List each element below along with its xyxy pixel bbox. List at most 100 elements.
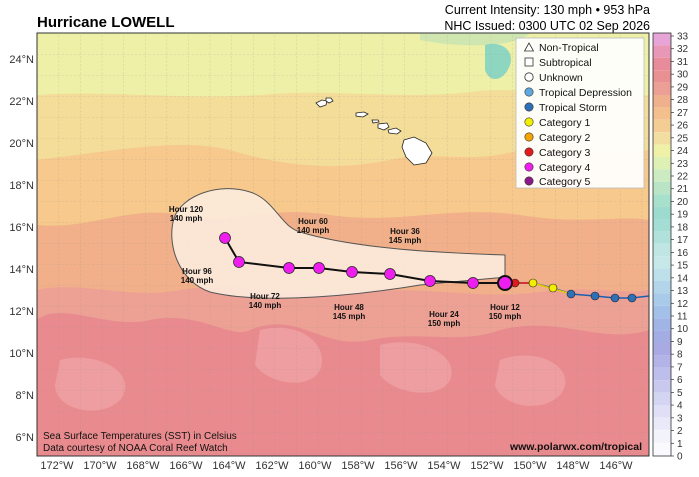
colorbar-tick-label: 14 bbox=[677, 273, 689, 284]
colorbar-tick-label: 1 bbox=[677, 439, 683, 450]
colorbar-tick-label: 15 bbox=[677, 261, 689, 272]
lat-label: 20°N bbox=[9, 138, 34, 150]
website-url: www.polarwx.com/tropical bbox=[509, 441, 642, 453]
colorbar-tick-label: 9 bbox=[677, 337, 683, 348]
map-title: Hurricane LOWELL bbox=[37, 14, 175, 31]
forecast-points bbox=[219, 232, 513, 291]
storm-info: Current Intensity: 130 mph • 953 hPa NHC… bbox=[444, 2, 650, 34]
label-speed: 140 mph bbox=[297, 226, 330, 235]
lat-label: 14°N bbox=[9, 264, 34, 276]
circle-icon bbox=[524, 72, 534, 82]
lon-label: 158°W bbox=[341, 460, 375, 472]
forecast-cone bbox=[171, 188, 506, 299]
colorbar-tick-label: 16 bbox=[677, 248, 689, 259]
track-point-ts bbox=[590, 291, 600, 301]
current-intensity: Current Intensity: 130 mph • 953 hPa bbox=[444, 3, 650, 17]
lon-label: 162°W bbox=[255, 460, 289, 472]
colorbar-tick-label: 6 bbox=[677, 375, 683, 386]
forecast-point-hour-72 bbox=[283, 262, 295, 274]
past-track-points bbox=[510, 278, 637, 303]
latitude-axis: 24°N 22°N 20°N 18°N 16°N 14°N 12°N 10°N … bbox=[9, 54, 34, 444]
label-hour: Hour 24 bbox=[429, 310, 459, 319]
lon-label: 160°W bbox=[298, 460, 332, 472]
label-speed: 150 mph bbox=[428, 319, 461, 328]
forecast-point-hour-12 bbox=[467, 277, 479, 289]
colorbar-tick-label: 7 bbox=[677, 362, 683, 373]
colorbar-tick-label: 21 bbox=[677, 184, 689, 195]
forecast-point-hour-48 bbox=[346, 266, 358, 278]
legend-label: Category 1 bbox=[539, 117, 591, 129]
colorbar-tick-label: 10 bbox=[677, 324, 689, 335]
circle-icon bbox=[524, 162, 534, 172]
colorbar-tick-label: 5 bbox=[677, 388, 683, 399]
hawaii-islands bbox=[315, 97, 433, 166]
colorbar-tick-label: 20 bbox=[677, 197, 689, 208]
lon-label: 148°W bbox=[556, 460, 590, 472]
lat-label: 10°N bbox=[9, 348, 34, 360]
colorbar-tick-label: 28 bbox=[677, 95, 689, 106]
colorbar-tick-label: 4 bbox=[677, 401, 683, 412]
forecast-labels: Hour 120 140 mph Hour 96 140 mph Hour 72… bbox=[169, 205, 521, 328]
lon-label: 156°W bbox=[384, 460, 418, 472]
forecast-point-hour-36 bbox=[384, 268, 396, 280]
lon-label: 172°W bbox=[40, 460, 74, 472]
track-point-ts bbox=[566, 289, 576, 299]
sst-colorbar: 3332313029282726252423222120191817161514… bbox=[652, 32, 689, 463]
label-hour: Hour 96 bbox=[182, 267, 212, 276]
legend: Non-Tropical Subtropical Unknown Tropica… bbox=[515, 37, 645, 189]
lat-label: 24°N bbox=[9, 54, 34, 66]
label-hour: Hour 12 bbox=[490, 303, 520, 312]
lon-label: 170°W bbox=[83, 460, 117, 472]
forecast-point-hour-60 bbox=[313, 262, 325, 274]
forecast-point-hour-96 bbox=[233, 256, 245, 268]
square-icon bbox=[524, 57, 534, 67]
data-credit-line2: Data courtesy of NOAA Coral Reef Watch bbox=[43, 443, 228, 454]
forecast-point-hour-24 bbox=[424, 275, 436, 287]
forecast-point-hour-120 bbox=[219, 232, 231, 244]
colorbar-tick-label: 19 bbox=[677, 210, 689, 221]
track-point-cat1 bbox=[548, 283, 558, 293]
data-credit-line1: Sea Surface Temperatures (SST) in Celsiu… bbox=[43, 431, 237, 442]
map-frame bbox=[36, 32, 650, 457]
lat-label: 6°N bbox=[16, 432, 35, 444]
lon-label: 146°W bbox=[599, 460, 633, 472]
track-point-ts bbox=[610, 293, 620, 303]
colorbar-tick-label: 18 bbox=[677, 222, 689, 233]
colorbar-tick-label: 17 bbox=[677, 235, 689, 246]
lat-label: 22°N bbox=[9, 96, 34, 108]
label-speed: 150 mph bbox=[489, 312, 522, 321]
colorbar-tick-label: 27 bbox=[677, 108, 689, 119]
label-hour: Hour 48 bbox=[334, 303, 364, 312]
legend-label: Category 2 bbox=[539, 132, 591, 144]
lat-label: 8°N bbox=[16, 390, 35, 402]
label-speed: 145 mph bbox=[333, 312, 366, 321]
label-hour: Hour 72 bbox=[250, 292, 280, 301]
circle-icon bbox=[524, 102, 534, 112]
label-hour: Hour 36 bbox=[390, 227, 420, 236]
label-speed: 145 mph bbox=[389, 236, 422, 245]
colorbar-tick-label: 22 bbox=[677, 172, 689, 183]
label-speed: 140 mph bbox=[249, 301, 282, 310]
lon-label: 164°W bbox=[212, 460, 246, 472]
colorbar-tick-label: 11 bbox=[677, 312, 688, 323]
colorbar-tick-label: 3 bbox=[677, 413, 683, 424]
legend-label: Non-Tropical bbox=[539, 42, 599, 54]
legend-label: Category 3 bbox=[539, 147, 591, 159]
legend-label: Tropical Storm bbox=[539, 102, 607, 114]
label-hour: Hour 120 bbox=[169, 205, 204, 214]
circle-icon bbox=[524, 176, 534, 186]
lon-label: 168°W bbox=[126, 460, 160, 472]
circle-icon bbox=[524, 117, 534, 127]
lon-label: 154°W bbox=[427, 460, 461, 472]
colorbar-tick-label: 32 bbox=[677, 44, 689, 55]
colorbar-tick-label: 23 bbox=[677, 159, 689, 170]
lat-label: 12°N bbox=[9, 306, 34, 318]
lon-label: 166°W bbox=[169, 460, 203, 472]
label-speed: 140 mph bbox=[181, 276, 214, 285]
legend-label: Subtropical bbox=[539, 57, 592, 69]
colorbar-tick-label: 30 bbox=[677, 70, 689, 81]
colorbar-tick-label: 24 bbox=[677, 146, 689, 157]
colorbar-tick-label: 31 bbox=[677, 57, 689, 68]
legend-label: Unknown bbox=[539, 72, 583, 84]
